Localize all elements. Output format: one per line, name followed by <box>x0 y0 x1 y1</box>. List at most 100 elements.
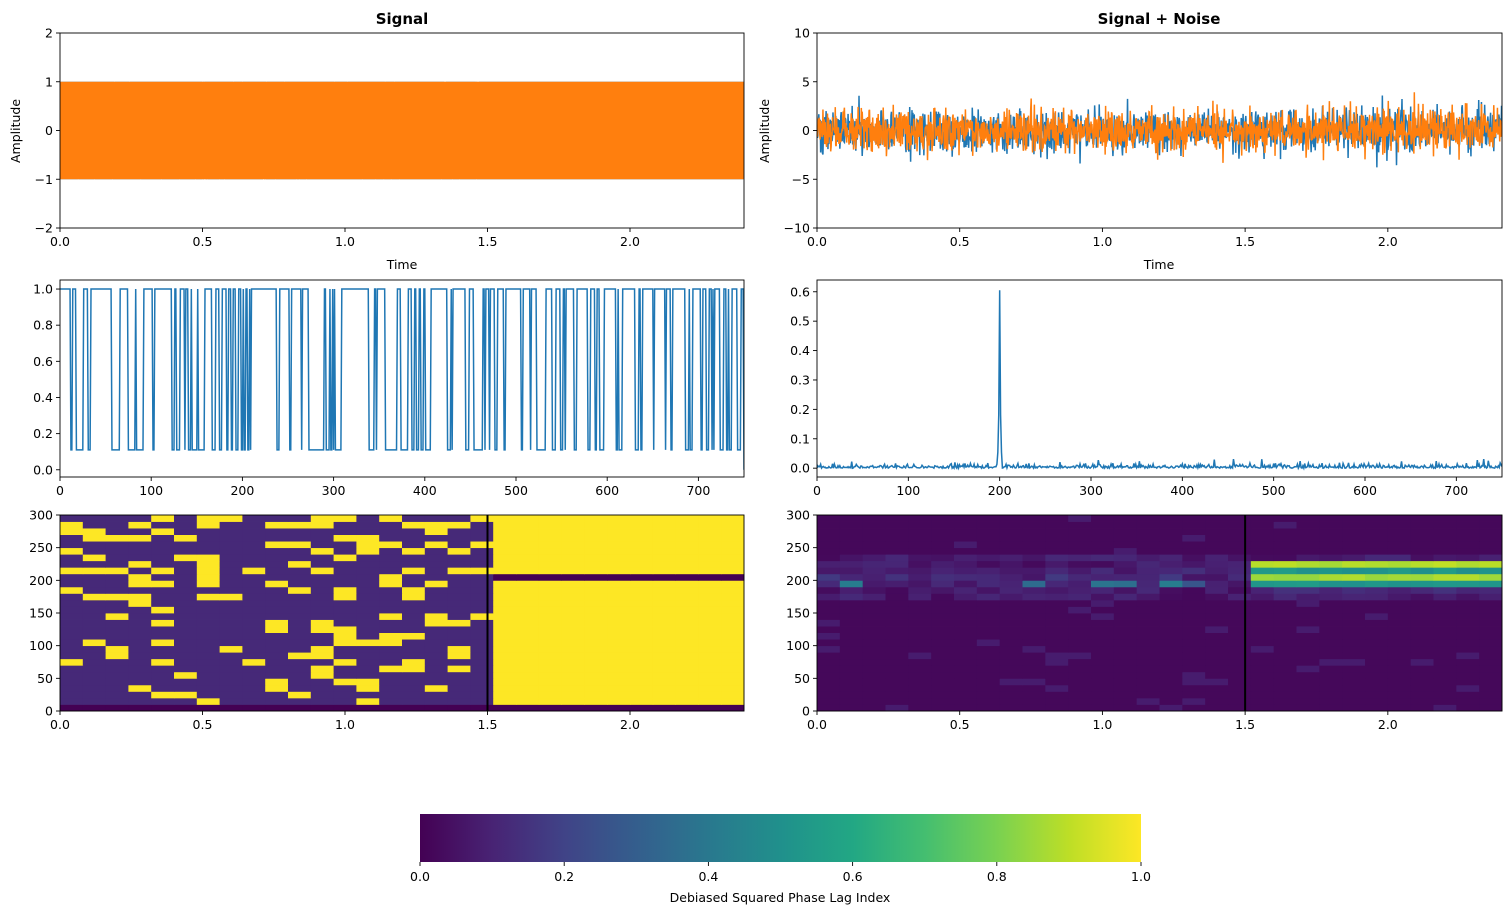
tf-noise-cell <box>1250 691 1275 699</box>
tf-signal-cell <box>265 599 289 607</box>
tf-noise-cell <box>839 541 864 549</box>
tf-signal-cell <box>607 626 631 633</box>
tf-noise-cell <box>1136 521 1160 529</box>
tf-noise-cell <box>908 599 932 607</box>
tf-signal-cell <box>698 671 722 679</box>
tf-signal-cell <box>174 639 198 647</box>
tf-noise-xtick-label: 2.0 <box>1378 717 1398 732</box>
tf-noise-cell <box>1296 678 1320 686</box>
tf-signal-cell <box>105 528 129 535</box>
tf-signal-cell <box>447 626 471 633</box>
tf-noise-cell <box>954 606 978 614</box>
tf-signal-cell <box>174 645 198 653</box>
tf-signal-cell <box>105 586 129 594</box>
tf-noise-cell <box>1365 697 1389 705</box>
tf-signal-cell <box>424 665 448 673</box>
tf-signal-cell <box>265 534 289 542</box>
tf-signal-cell <box>538 691 562 699</box>
tf-signal-cell <box>128 704 152 712</box>
signal-xtick-label: 0.5 <box>193 234 213 249</box>
tf-noise-cell <box>1182 580 1206 588</box>
tf-signal-cell <box>379 704 403 712</box>
tf-noise-cell <box>1296 573 1320 581</box>
tf-signal-cell <box>675 639 699 647</box>
tf-noise-cell <box>931 665 955 673</box>
tf-signal-cell <box>516 606 540 614</box>
tf-noise-cell <box>908 515 932 522</box>
tf-signal-cell <box>82 658 106 666</box>
spectrum-noise-ytick-label: 0.3 <box>790 372 810 387</box>
tf-noise-cell <box>1387 626 1412 633</box>
signal-ytick-label: −1 <box>35 172 53 187</box>
tf-signal-cell <box>242 560 266 568</box>
tf-noise-cell <box>817 554 841 562</box>
tf-signal-cell <box>310 632 334 640</box>
tf-noise-cell <box>1410 704 1434 712</box>
spectrum-signal-ytick-label: 0.8 <box>33 318 53 333</box>
tf-noise-cell <box>1091 573 1115 581</box>
signal-title: Signal <box>376 10 429 28</box>
spectrum-noise-xtick-label: 700 <box>1444 483 1468 498</box>
tf-noise-cell <box>1387 528 1412 535</box>
tf-noise-cell <box>1068 632 1092 640</box>
tf-signal-cell <box>721 599 745 607</box>
tf-noise-cell <box>999 534 1023 542</box>
tf-noise-cell <box>1091 580 1115 588</box>
tf-noise-cell <box>908 684 932 692</box>
tf-noise-cell <box>817 586 841 594</box>
tf-signal-cell <box>265 593 289 601</box>
tf-signal-cell <box>424 586 448 594</box>
tf-signal-cell <box>516 521 540 529</box>
panel-spectrum-noise: 0 100 200 300 400 500 600 7000.00.10.20.30.40.5… <box>790 279 1503 498</box>
tf-signal-cell <box>721 554 745 562</box>
tf-noise-cell <box>999 691 1023 699</box>
tf-noise-cell <box>908 613 932 620</box>
tf-signal-cell <box>447 528 471 535</box>
tf-signal-cell <box>151 626 175 633</box>
tf-signal-cell <box>447 619 471 627</box>
tf-signal-cell <box>265 541 289 549</box>
tf-signal-cell <box>356 515 380 522</box>
tf-signal-cell <box>265 573 289 581</box>
tf-signal-cell <box>470 697 494 705</box>
tf-noise-cell <box>1365 606 1389 614</box>
tf-noise-cell <box>1113 573 1138 581</box>
tf-signal-cell <box>402 652 426 660</box>
tf-signal-cell <box>698 567 722 575</box>
tf-noise-cell <box>1410 658 1434 666</box>
tf-noise-cell <box>1250 613 1275 620</box>
tf-signal-cell <box>607 652 631 660</box>
tf-noise-cell <box>1456 586 1480 594</box>
tf-noise-cell <box>1159 515 1183 522</box>
tf-noise-cell <box>1479 619 1503 627</box>
tf-noise-cell <box>1250 547 1275 555</box>
tf-noise-cell <box>1022 613 1046 620</box>
tf-noise-cell <box>1136 678 1160 686</box>
tf-noise-cell <box>999 573 1023 581</box>
tf-noise-cell <box>1113 528 1138 535</box>
tf-signal-cell <box>607 521 631 529</box>
tf-noise-cell <box>1205 658 1229 666</box>
tf-signal-cell <box>105 554 129 562</box>
tf-signal-cell <box>82 626 106 633</box>
tf-signal-cell <box>60 534 84 542</box>
tf-signal-cell <box>151 528 175 535</box>
tf-signal-cell <box>151 541 175 549</box>
tf-noise-cell <box>1228 599 1252 607</box>
tf-signal-cell <box>105 619 129 627</box>
tf-signal-cell <box>538 528 562 535</box>
tf-signal-cell <box>561 606 585 614</box>
tf-noise-cell <box>1342 560 1366 568</box>
tf-noise-cell <box>1296 632 1320 640</box>
tf-signal-cell <box>493 534 517 542</box>
tf-noise-cell <box>1319 652 1343 660</box>
tf-noise-cell <box>885 704 909 712</box>
tf-noise-cell <box>1045 560 1069 568</box>
tf-noise-cell <box>1296 567 1320 575</box>
tf-noise-cell <box>1182 632 1206 640</box>
tf-signal-cell <box>698 515 722 522</box>
tf-noise-cell <box>1273 697 1297 705</box>
tf-noise-cell <box>1365 534 1389 542</box>
tf-signal-cell <box>402 534 426 542</box>
